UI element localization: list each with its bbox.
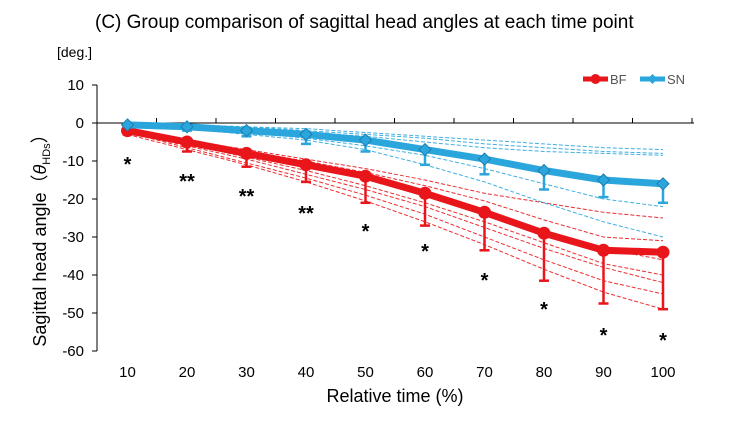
data-point-sn [656, 177, 670, 191]
x-tick-label: 30 [238, 364, 255, 381]
individual-line-bf [127, 133, 664, 310]
legend-marker-sn [647, 74, 658, 84]
x-axis-label: Relative time (%) [326, 386, 463, 406]
significance-marker: ** [239, 186, 255, 208]
y-axis-label-theta: θ [30, 165, 50, 175]
legend: BF SN [583, 72, 685, 87]
significance-marker: * [481, 270, 489, 292]
data-point-sn [180, 120, 194, 134]
data-point-bf [240, 146, 253, 160]
y-axis-label-close: ） [30, 125, 50, 143]
data-point-bf [418, 186, 432, 200]
y-tick-label: -20 [62, 191, 84, 208]
data-point-bf [299, 158, 313, 172]
y-axis-label-main: Sagittal head angle（ [30, 175, 50, 347]
significance-marker: ** [179, 171, 195, 193]
legend-label-sn: SN [667, 72, 685, 87]
individual-line-sn [127, 124, 664, 208]
individual-line-sn [127, 122, 664, 154]
individual-line-sn [127, 122, 664, 151]
x-tick-label: 90 [595, 364, 612, 381]
data-point-bf [359, 169, 372, 183]
data-point-sn [299, 127, 313, 142]
significance-marker: * [540, 299, 548, 321]
x-tick-label: 100 [650, 364, 675, 381]
significance-marker: * [362, 221, 370, 243]
chart-title: (C) Group comparison of sagittal head an… [95, 12, 634, 33]
data-point-sn [477, 152, 492, 166]
x-tick-label: 50 [357, 364, 374, 381]
legend-label-bf: BF [610, 72, 627, 87]
x-tick-label: 60 [417, 364, 434, 381]
x-tick-label: 20 [179, 364, 196, 381]
significance-marker: * [124, 154, 132, 176]
data-point-bf [597, 243, 610, 257]
y-tick-label: -30 [62, 229, 84, 246]
data-point-sn [537, 163, 551, 178]
data-point-bf [478, 205, 491, 219]
y-tick-label: -10 [62, 153, 84, 170]
x-tick-label: 70 [476, 364, 493, 381]
series-line-bf [126, 127, 664, 256]
data-point-sn [120, 118, 135, 132]
series-layer [120, 118, 670, 311]
x-tick-label: 40 [298, 364, 315, 381]
y-tick-label: -40 [62, 267, 84, 284]
y-axis: 10 0 -10 -20 -30 -40 -50 -60 [62, 77, 98, 360]
individual-line-sn [127, 126, 664, 238]
y-axis-label-subscript: HDs [41, 143, 53, 165]
significance-marker: ** [298, 203, 314, 225]
legend-marker-bf [590, 74, 601, 84]
y-tick-label: -60 [62, 343, 84, 360]
significance-marker: * [421, 241, 429, 263]
data-point-sn [596, 173, 611, 187]
x-tick-label: 10 [119, 364, 136, 381]
y-tick-label: 10 [67, 77, 84, 94]
data-point-sn [418, 142, 432, 157]
y-unit-label: [deg.] [57, 44, 92, 60]
significance-marker: * [659, 330, 667, 352]
y-tick-label: -50 [62, 305, 84, 322]
data-point-bf [537, 226, 551, 240]
individual-line-bf [127, 132, 664, 295]
x-tick-label: 80 [536, 364, 553, 381]
significance-markers: ************ * [124, 154, 668, 352]
individual-lines [127, 122, 664, 310]
x-axis: 10 20 30 40 50 60 70 80 90 100 [96, 118, 694, 381]
y-axis-label: Sagittal head angle（θHDs） [30, 125, 53, 346]
y-tick-label: 0 [76, 115, 84, 132]
data-point-sn [239, 123, 254, 138]
significance-marker: * [600, 325, 608, 347]
individual-line-sn [127, 124, 664, 156]
data-point-sn [358, 133, 373, 147]
data-point-bf [180, 135, 194, 149]
individual-line-bf [127, 132, 664, 284]
series-line-sn [127, 121, 664, 188]
data-point-bf [656, 245, 670, 259]
